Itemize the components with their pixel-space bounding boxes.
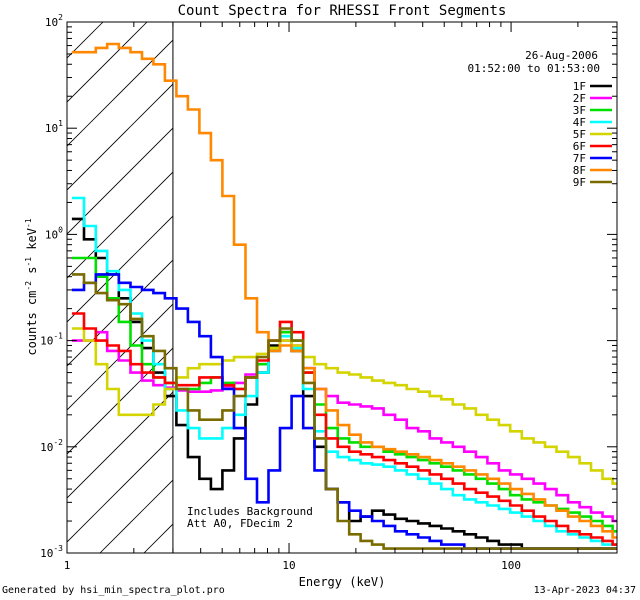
annotation-background: Includes Background — [187, 505, 313, 518]
y-tick-label: 101 — [45, 119, 63, 135]
legend-label-1F: 1F — [573, 80, 586, 93]
y-tick-label: 100 — [45, 225, 63, 241]
y-tick-label: 10-1 — [40, 332, 63, 348]
x-tick-label: 100 — [501, 559, 521, 572]
hatch-line — [67, 215, 173, 323]
legend-label-2F: 2F — [573, 92, 586, 105]
annotation-attenuator: Att A0, FDecim 2 — [187, 517, 293, 530]
legend-label-7F: 7F — [573, 152, 586, 165]
x-axis-label: Energy (keV) — [299, 575, 386, 589]
hatch-line — [99, 479, 173, 553]
chart-title: Count Spectra for RHESSI Front Segments — [178, 3, 507, 19]
y-tick-label: 102 — [45, 13, 63, 29]
hatch-line — [456, 0, 640, 593]
hatch-line — [368, 0, 640, 593]
generated-by-footer: Generated by hsi_min_spectra_plot.pro — [2, 585, 225, 596]
date-label: 26-Aug-2006 — [525, 49, 598, 62]
hatch-line — [0, 0, 84, 593]
series-6F — [71, 312, 617, 546]
timestamp-footer: 13-Apr-2023 04:37 — [533, 585, 636, 596]
hatch-line — [0, 0, 128, 593]
y-tick-label: 10-2 — [40, 438, 63, 454]
hatch-line — [412, 0, 640, 593]
legend-label-5F: 5F — [573, 128, 586, 141]
x-tick-label: 10 — [282, 559, 295, 572]
hatch-line — [544, 0, 640, 593]
hatch-line — [280, 0, 640, 593]
axes: 1 10 100 10-3 10-2 10-1 100 101 102 — [40, 13, 618, 572]
plot-frame — [66, 21, 618, 554]
time-range-label: 01:52:00 to 01:53:00 — [468, 62, 600, 75]
legend-label-3F: 3F — [573, 104, 586, 117]
y-axis-label: counts cm-2 s-1 keV-1 — [24, 218, 39, 355]
hatch-line — [500, 0, 640, 593]
legend-label-9F: 9F — [573, 176, 586, 189]
hatch-line — [588, 0, 640, 593]
hatch-line — [67, 259, 173, 367]
hatch-line — [67, 435, 173, 543]
hatch-line — [67, 171, 173, 279]
hatch-line — [143, 523, 173, 553]
hatch-line — [632, 0, 640, 593]
legend-label-4F: 4F — [573, 116, 586, 129]
hatch-line — [67, 391, 173, 499]
hatch-line — [324, 0, 640, 593]
hatch-line — [67, 22, 148, 103]
legend-label-6F: 6F — [573, 140, 586, 153]
x-tick-label: 1 — [64, 559, 71, 572]
series-8F — [71, 42, 617, 539]
y-tick-label: 10-3 — [40, 544, 63, 560]
series-3F — [71, 256, 617, 533]
series-layer — [71, 42, 617, 550]
legend-label-8F: 8F — [573, 164, 586, 177]
series-9F — [71, 273, 617, 550]
